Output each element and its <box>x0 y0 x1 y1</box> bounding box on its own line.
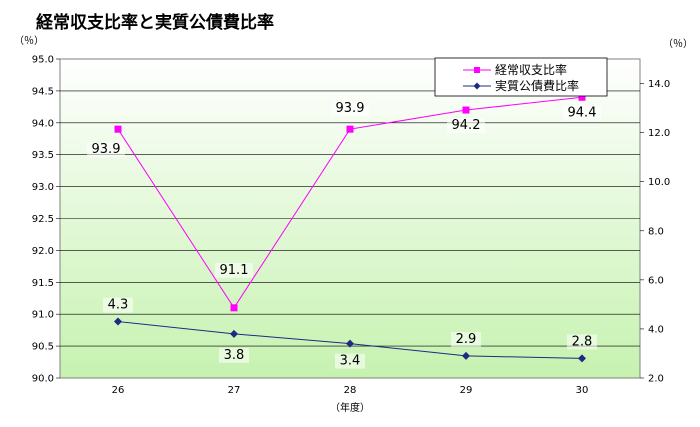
data-label: 94.2 <box>452 118 481 133</box>
data-point <box>346 339 354 348</box>
data-label: 3.4 <box>340 354 361 369</box>
data-label-bg <box>103 297 133 313</box>
left-tick-label: 91.0 <box>32 310 54 321</box>
data-label: 93.9 <box>92 142 121 157</box>
right-tick-label: 12.0 <box>648 128 670 139</box>
data-label-bg <box>219 347 249 363</box>
left-tick-label: 90.0 <box>32 374 54 385</box>
right-tick-label: 8.0 <box>648 226 664 237</box>
data-point <box>230 329 238 338</box>
data-label: 4.3 <box>108 298 129 313</box>
left-tick-label: 94.0 <box>32 118 54 129</box>
data-point <box>346 125 354 133</box>
left-tick-label: 95.0 <box>32 55 54 66</box>
data-label: 91.1 <box>220 263 249 278</box>
left-tick-label: 92.0 <box>32 246 54 257</box>
x-tick-label: 30 <box>576 385 589 396</box>
right-tick-label: 6.0 <box>648 275 664 286</box>
left-tick-label: 91.5 <box>32 278 54 289</box>
right-tick-label: 4.0 <box>648 324 664 335</box>
right-tick-label: 2.0 <box>648 374 664 385</box>
data-label: 2.8 <box>572 334 593 349</box>
right-tick-label: 10.0 <box>648 177 670 188</box>
data-point <box>578 93 586 101</box>
data-label: 93.9 <box>336 101 365 116</box>
data-point <box>230 304 238 312</box>
data-point <box>114 125 122 133</box>
left-tick-label: 93.5 <box>32 150 54 161</box>
data-label: 94.4 <box>568 105 597 120</box>
legend-box <box>434 57 608 97</box>
data-label-bg <box>447 118 485 134</box>
data-label-bg <box>331 101 369 117</box>
right-tick-label: 14.0 <box>648 79 670 90</box>
legend-marker <box>473 82 481 90</box>
data-point <box>462 106 470 114</box>
legend-entry: 経常収支比率 <box>495 62 567 77</box>
chart-title: 経常収支比率と実質公債費比率 <box>36 13 274 33</box>
data-point <box>462 351 470 360</box>
right-axis-unit: （％） <box>663 38 693 50</box>
data-label: 3.8 <box>224 348 245 363</box>
data-label-bg <box>87 142 125 158</box>
data-label-bg <box>451 331 481 347</box>
left-tick-label: 94.5 <box>32 86 54 97</box>
data-label-bg <box>335 353 365 369</box>
data-label-bg <box>215 262 253 278</box>
left-tick-label: 92.5 <box>32 214 54 225</box>
x-tick-label: 27 <box>228 385 241 396</box>
data-point <box>578 354 586 363</box>
data-label: 2.9 <box>456 332 477 347</box>
x-axis-label: （年度） <box>330 401 370 414</box>
left-tick-label: 93.0 <box>32 182 54 193</box>
left-axis-unit: （％） <box>14 35 44 47</box>
legend-marker <box>474 67 480 73</box>
data-label-bg <box>567 334 597 350</box>
x-tick-label: 28 <box>344 385 357 396</box>
data-label-bg <box>563 105 601 121</box>
left-tick-label: 90.5 <box>32 342 54 353</box>
x-tick-label: 26 <box>112 385 125 396</box>
x-tick-label: 29 <box>460 385 473 396</box>
legend-entry: 実質公債費比率 <box>495 78 579 93</box>
data-point <box>114 317 122 326</box>
